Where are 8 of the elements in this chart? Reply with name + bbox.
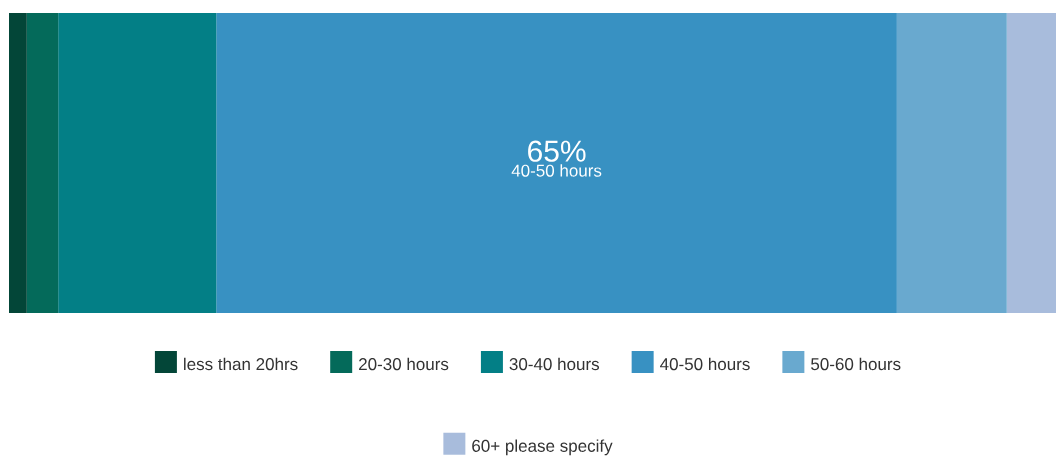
legend-label: less than 20hrs [184,357,298,371]
data-label: 65% [528,140,586,162]
legend-label: 60+ please specify [472,439,613,456]
legend-label: 50-60 hours [811,357,901,371]
legend-label: 30-40 hours [509,357,599,371]
legend-label: 20-30 hours [359,357,449,371]
legend-label: 40-50 hours [660,357,750,371]
annotation: 40-50 hours [511,164,602,177]
